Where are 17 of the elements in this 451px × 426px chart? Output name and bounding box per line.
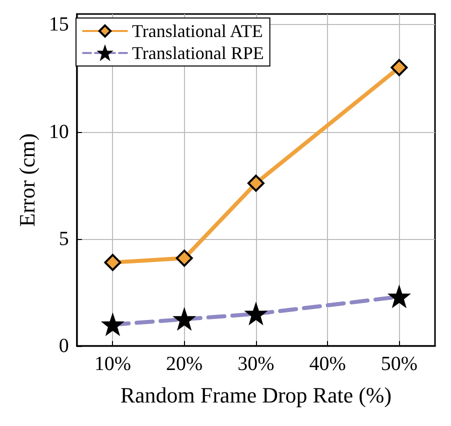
legend-label: Translational RPE <box>132 43 264 63</box>
y-tick-label: 5 <box>58 228 69 250</box>
x-tick-label: 50% <box>380 353 418 375</box>
point <box>247 174 264 192</box>
x-axis-title: Random Frame Drop Rate (%) <box>120 382 392 408</box>
y-axis-title: Error (cm) <box>14 133 40 227</box>
x-tick-label: 10% <box>94 353 132 375</box>
point <box>390 59 408 76</box>
x-tick-label: 40% <box>309 353 346 375</box>
legend-label: Translational ATE <box>132 21 263 41</box>
y-tick-label: 0 <box>58 335 69 357</box>
point <box>176 250 193 267</box>
y-tick-label: 10 <box>48 120 69 143</box>
x-tick-label: 20% <box>166 353 203 375</box>
x-tick-label: 30% <box>238 353 274 375</box>
y-tick-label: 15 <box>48 14 69 36</box>
point <box>104 254 122 271</box>
